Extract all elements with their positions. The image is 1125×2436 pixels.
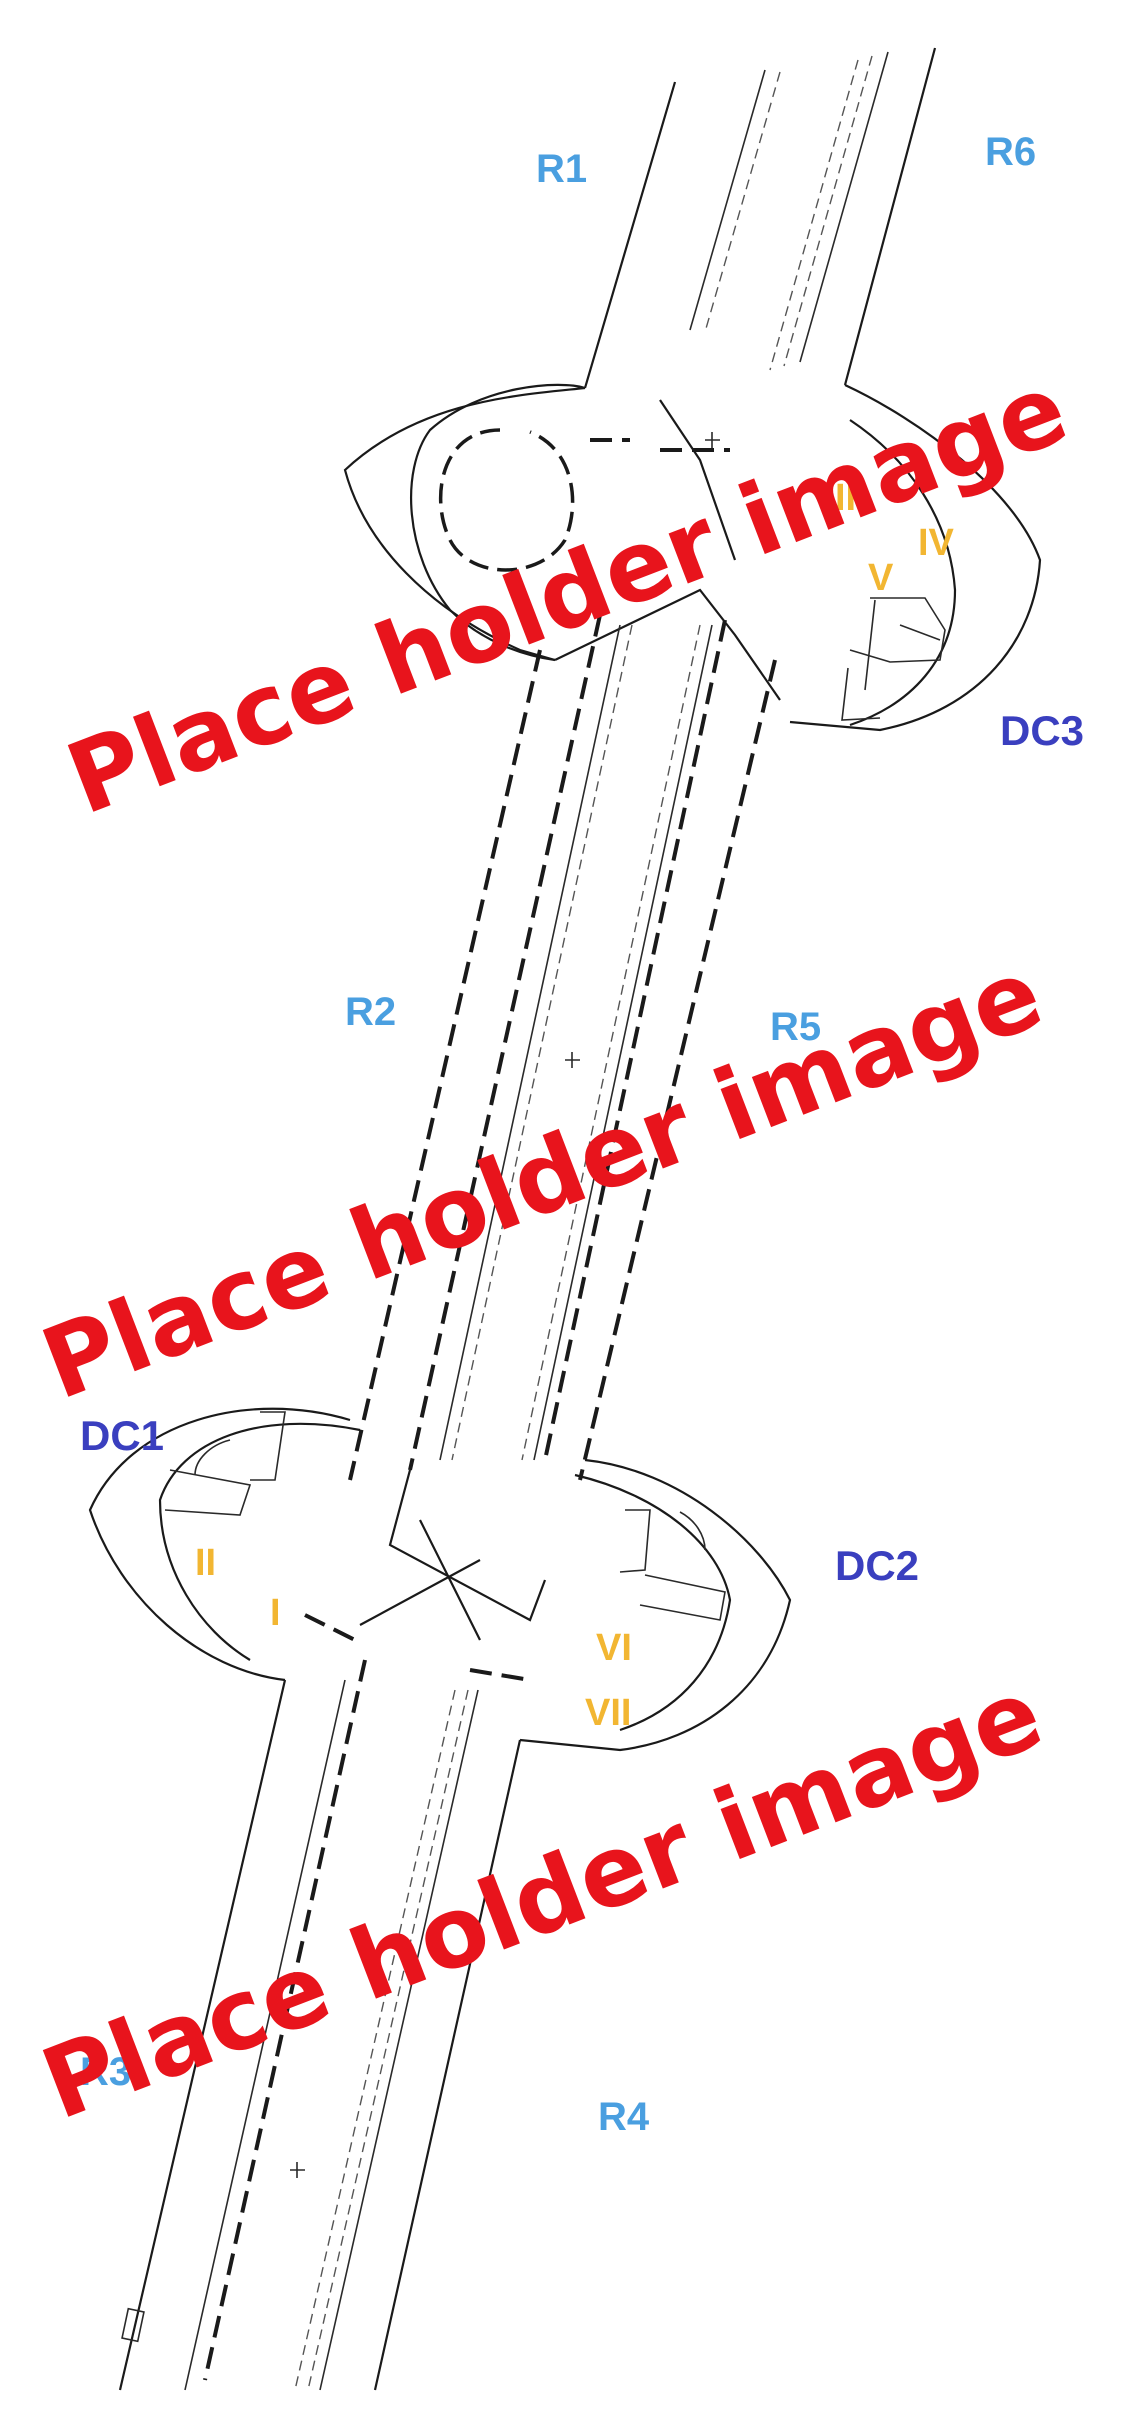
point-label-vii: VII [585,1692,631,1734]
region-label-r5: R5 [770,1005,821,1049]
point-label-iv: IV [918,522,955,564]
watermark-bottom: Place holder image [28,1657,1057,2143]
region-label-r3: R3 [80,2050,131,2094]
upper-tunnel-walls [583,47,937,389]
watermark-middle: Place holder image [28,937,1057,1423]
chamber-label-dc2: DC2 [835,1542,919,1589]
chamber-label-dc3: DC3 [1000,707,1084,754]
region-label-r2: R2 [345,990,396,1034]
lower-junction [88,1407,792,1752]
region-label-r4: R4 [598,2095,650,2139]
lower-tunnel-walls [118,1659,522,2391]
point-label-vi: VI [596,1627,632,1669]
region-label-r1: R1 [536,147,587,191]
watermark-top: Place holder image [53,352,1082,838]
point-label-ii: II [195,1542,216,1584]
point-label-iii: III [835,477,867,519]
point-label-i: I [270,1592,281,1634]
chamber-label-dc1: DC1 [80,1412,164,1459]
region-label-r6: R6 [985,130,1036,174]
middle-tunnel-walls [348,614,777,1481]
point-label-v: V [868,557,894,599]
upper-junction [343,383,1042,732]
